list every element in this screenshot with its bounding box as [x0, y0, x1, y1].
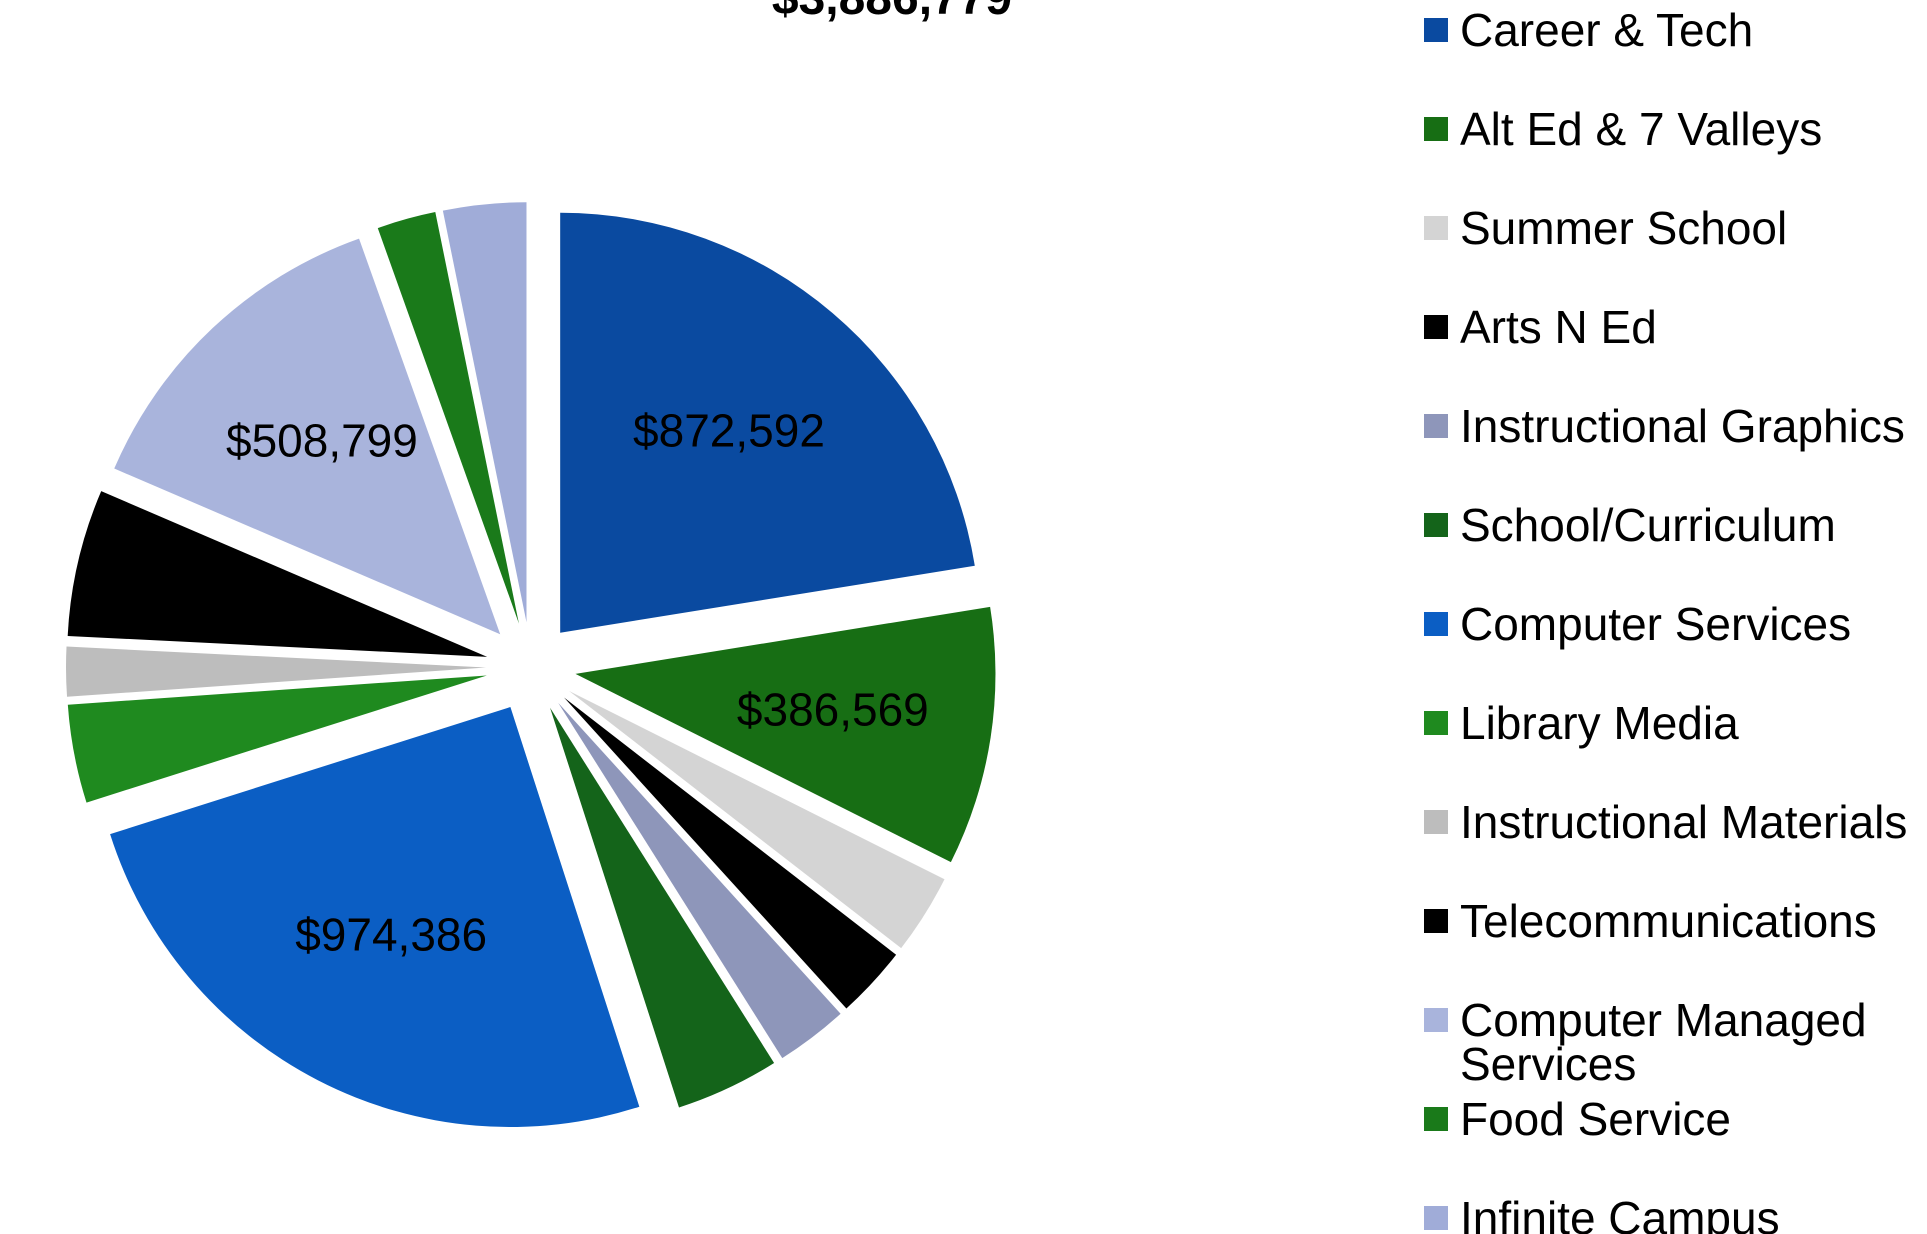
legend-swatch: [1424, 513, 1448, 537]
legend-label: Telecommunications: [1460, 895, 1877, 947]
pie-slice: [114, 238, 501, 635]
pie-slice: [67, 491, 488, 657]
legend-swatch: [1424, 414, 1448, 438]
legend-entry: Career & Tech: [1424, 4, 1924, 56]
legend-entry: Alt Ed & 7 Valleys: [1424, 103, 1924, 155]
pie-slice: [550, 707, 775, 1108]
legend-label: Arts N Ed: [1460, 301, 1657, 353]
pie-slice: [67, 675, 487, 803]
data-label: $386,569: [737, 684, 929, 736]
legend-entry: Computer Services: [1424, 598, 1924, 650]
legend-entry: Arts N Ed: [1424, 301, 1924, 353]
pie-slice: [575, 606, 996, 863]
data-label: $872,592: [633, 405, 825, 457]
legend-label: Career & Tech: [1460, 4, 1754, 56]
legend-swatch: [1424, 1206, 1448, 1230]
data-label: $508,799: [226, 415, 418, 467]
legend-entry: Instructional Graphics: [1424, 400, 1924, 452]
legend-entry: Summer School: [1424, 202, 1924, 254]
legend-label: Instructional Materials: [1460, 796, 1908, 848]
data-label: $974,386: [295, 909, 487, 961]
pie-slice: [442, 202, 527, 623]
pie-slice: [564, 697, 897, 1009]
legend-label: School/Curriculum: [1460, 499, 1836, 551]
legend-entry: Food Service: [1424, 1093, 1924, 1145]
pie-slice: [569, 690, 945, 949]
legend-swatch: [1424, 810, 1448, 834]
legend-swatch: [1424, 909, 1448, 933]
legend-label: Instructional Graphics: [1460, 400, 1905, 452]
legend-label: Library Media: [1460, 697, 1739, 749]
legend-label: Computer Managed Services: [1460, 994, 1867, 1090]
legend-entry: School/Curriculum: [1424, 499, 1924, 551]
legend-label: Food Service: [1460, 1093, 1732, 1145]
legend-entry: Telecommunications: [1424, 895, 1924, 947]
legend-swatch: [1424, 18, 1448, 42]
legend-swatch: [1424, 612, 1448, 636]
chart: $3,886,779 $872,592 $386,569 $974,386 $508,…: [66, 0, 1012, 1128]
pie-slice: [558, 702, 841, 1059]
legend-label: Alt Ed & 7 Valleys: [1460, 103, 1823, 155]
legend-swatch: [1424, 117, 1448, 141]
legend-label: Computer Services: [1460, 598, 1852, 650]
legend-swatch: [1424, 711, 1448, 735]
pie-slice: [377, 212, 519, 624]
chart-title: $3,886,779: [772, 0, 1012, 25]
legend-entry: Infinite Campus: [1424, 1192, 1924, 1234]
pie-slice: [110, 707, 640, 1128]
pie-slice: [66, 646, 487, 697]
legend-swatch: [1424, 1107, 1448, 1131]
pie-slice: [560, 212, 975, 633]
legend-swatch: [1424, 1008, 1448, 1032]
legend-label: Summer School: [1460, 202, 1788, 254]
legend-label: Infinite Campus: [1460, 1192, 1780, 1234]
legend-swatch: [1424, 315, 1448, 339]
legend-entry: Library Media: [1424, 697, 1924, 749]
legend-entry: Instructional Materials: [1424, 796, 1924, 848]
legend-entry: Computer Managed Services: [1424, 994, 1924, 1090]
legend-swatch: [1424, 216, 1448, 240]
